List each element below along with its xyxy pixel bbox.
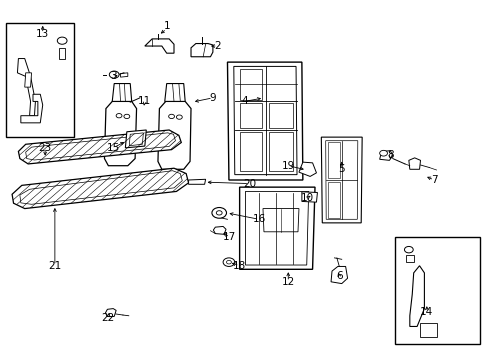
Polygon shape — [112, 84, 131, 102]
Text: 9: 9 — [209, 93, 216, 103]
Circle shape — [216, 211, 222, 215]
Circle shape — [226, 260, 231, 264]
Text: 22: 22 — [102, 312, 115, 323]
Text: 5: 5 — [338, 164, 345, 174]
Polygon shape — [104, 102, 136, 166]
Text: 15: 15 — [106, 143, 120, 153]
Text: 4: 4 — [241, 96, 247, 107]
Polygon shape — [408, 158, 420, 169]
Circle shape — [176, 115, 182, 119]
Polygon shape — [191, 44, 212, 57]
Polygon shape — [18, 59, 35, 116]
Circle shape — [123, 114, 129, 118]
Polygon shape — [330, 266, 347, 284]
Circle shape — [223, 258, 234, 266]
Circle shape — [109, 71, 119, 78]
Circle shape — [116, 113, 122, 118]
Polygon shape — [158, 102, 191, 169]
Text: 1: 1 — [163, 21, 170, 31]
Polygon shape — [19, 130, 181, 164]
Circle shape — [57, 37, 67, 44]
Polygon shape — [125, 130, 146, 148]
Bar — [394, 237, 479, 344]
Polygon shape — [144, 39, 174, 53]
Polygon shape — [379, 151, 392, 160]
Polygon shape — [298, 162, 316, 176]
Text: 10: 10 — [301, 193, 314, 203]
Polygon shape — [213, 226, 225, 234]
Text: 13: 13 — [36, 28, 49, 39]
Polygon shape — [12, 168, 188, 208]
Text: 23: 23 — [39, 143, 52, 153]
Text: 19: 19 — [281, 161, 294, 171]
Polygon shape — [120, 73, 127, 77]
Text: 11: 11 — [138, 96, 151, 107]
Circle shape — [404, 247, 412, 253]
Polygon shape — [321, 137, 362, 223]
Text: 18: 18 — [233, 261, 246, 271]
Text: 17: 17 — [223, 232, 236, 242]
Text: 8: 8 — [386, 150, 393, 160]
Bar — [6, 23, 74, 137]
Polygon shape — [105, 309, 116, 316]
Polygon shape — [164, 84, 185, 102]
Polygon shape — [227, 62, 302, 180]
Polygon shape — [59, 48, 64, 59]
Polygon shape — [239, 187, 314, 269]
Text: 3: 3 — [110, 71, 116, 81]
Text: 16: 16 — [252, 214, 265, 224]
Text: 6: 6 — [335, 271, 342, 282]
Text: 12: 12 — [281, 277, 294, 287]
Circle shape — [211, 207, 226, 218]
Text: 2: 2 — [214, 41, 221, 51]
Polygon shape — [21, 94, 42, 123]
Text: 21: 21 — [48, 261, 61, 271]
Polygon shape — [188, 179, 205, 184]
Polygon shape — [405, 255, 413, 262]
Circle shape — [379, 150, 386, 156]
Polygon shape — [409, 266, 424, 327]
Circle shape — [168, 114, 174, 118]
Polygon shape — [301, 192, 317, 202]
Polygon shape — [25, 73, 31, 87]
Text: 7: 7 — [430, 175, 437, 185]
Polygon shape — [419, 323, 436, 337]
Text: 20: 20 — [243, 179, 255, 189]
Text: 14: 14 — [419, 307, 432, 317]
